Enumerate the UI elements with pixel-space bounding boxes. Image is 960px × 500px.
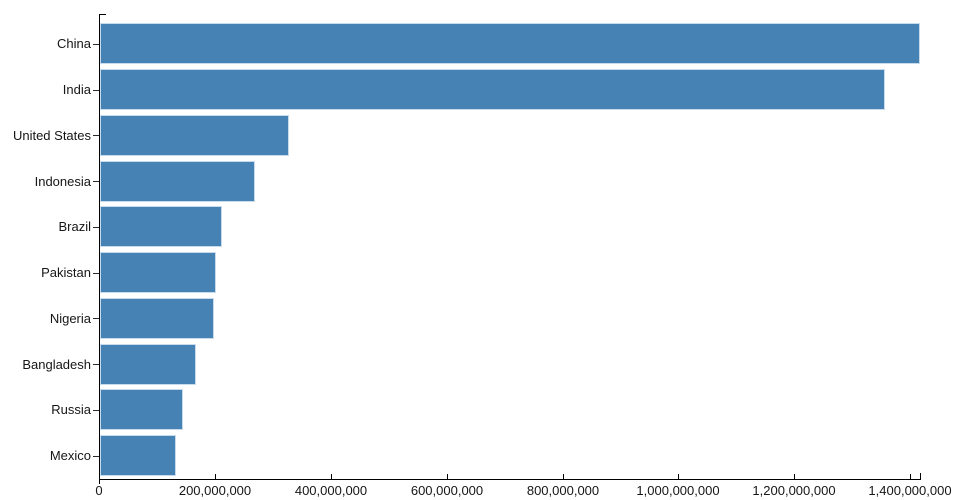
y-tick-indonesia: [93, 181, 99, 183]
x-tick-label-400000000: 400,000,000: [294, 483, 368, 498]
y-axis-line: [99, 14, 100, 480]
bar-bangladesh: [100, 343, 196, 385]
y-tick-label-china: China: [57, 36, 91, 52]
y-tick-label-brazil: Brazil: [58, 219, 91, 235]
y-tick-pakistan: [93, 272, 99, 274]
y-axis-top-cap: [99, 14, 106, 15]
x-tick-label-1000000000: 1,000,000,000: [636, 483, 720, 498]
x-tick-label-200000000: 200,000,000: [178, 483, 252, 498]
x-tick-1400000000: [910, 474, 911, 479]
x-tick-label-1200000000: 1,200,000,000: [752, 483, 836, 498]
bar-india: [100, 69, 885, 111]
y-tick-label-mexico: Mexico: [49, 448, 91, 464]
x-axis-end-cap: [920, 473, 921, 480]
x-tick-label-800000000: 800,000,000: [526, 483, 600, 498]
x-tick-label-0: 0: [95, 483, 103, 498]
y-tick-united-states: [93, 135, 99, 137]
x-tick-0: [99, 474, 100, 484]
y-tick-label-united-states: United States: [12, 127, 91, 143]
bar-mexico: [100, 435, 176, 477]
y-tick-mexico: [93, 455, 99, 457]
bar-pakistan: [100, 252, 216, 294]
y-tick-label-russia: Russia: [51, 402, 91, 418]
bar-russia: [100, 389, 183, 431]
y-tick-nigeria: [93, 318, 99, 320]
x-tick-label-600000000: 600,000,000: [410, 483, 484, 498]
bar-china: [100, 23, 920, 65]
y-tick-russia: [93, 409, 99, 411]
y-tick-china: [93, 43, 99, 45]
y-tick-label-indonesia: Indonesia: [34, 173, 91, 189]
x-tick-200000000: [215, 474, 216, 479]
x-tick-600000000: [447, 474, 448, 479]
bar-indonesia: [100, 160, 255, 202]
y-tick-label-india: India: [62, 82, 91, 98]
bar-brazil: [100, 206, 222, 248]
y-tick-label-pakistan: Pakistan: [41, 265, 91, 281]
y-tick-india: [93, 89, 99, 91]
bar-nigeria: [100, 297, 214, 339]
x-tick-1000000000: [678, 474, 679, 479]
x-tick-label-1400000000: 1,400,000,000: [868, 483, 952, 498]
y-tick-brazil: [93, 226, 99, 228]
x-axis-line: [99, 479, 921, 480]
y-tick-label-nigeria: Nigeria: [49, 310, 91, 326]
y-tick-bangladesh: [93, 364, 99, 366]
bar-united-states: [100, 114, 289, 156]
x-tick-800000000: [563, 474, 564, 479]
x-tick-400000000: [331, 474, 332, 479]
x-tick-1200000000: [794, 474, 795, 479]
y-tick-label-bangladesh: Bangladesh: [22, 356, 91, 372]
